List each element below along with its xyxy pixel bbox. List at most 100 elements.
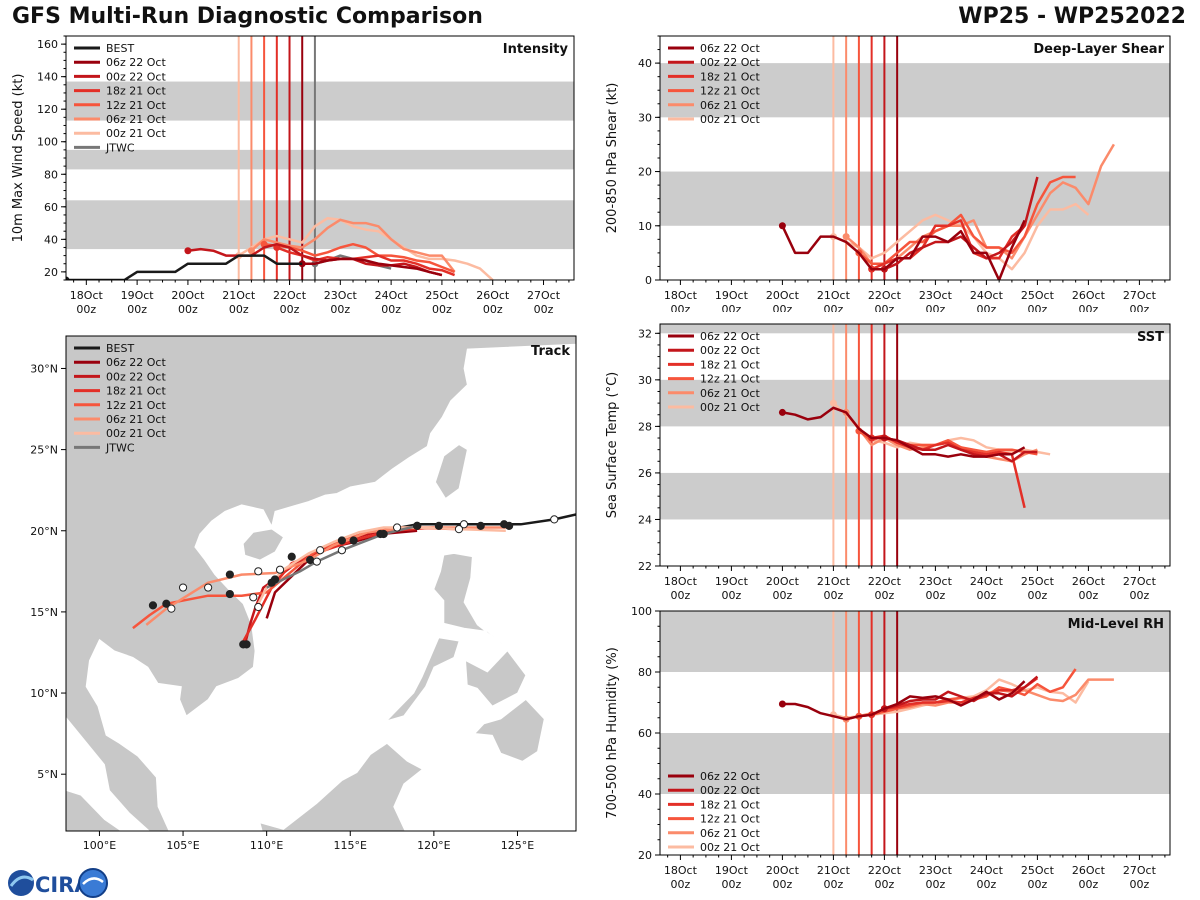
rh-series-06z-22-oct xyxy=(782,680,1026,721)
rh-series-12z-21-oct xyxy=(858,668,1077,718)
track-point-18z-21-oct xyxy=(239,640,248,649)
rh-xtick-label-date: 25Oct xyxy=(1021,864,1055,877)
track-xtick-label: 110°E xyxy=(250,839,283,852)
track-legend-label-06z-21-oct: 06z 21 Oct xyxy=(106,413,166,426)
shear-xtick-label-date: 25Oct xyxy=(1021,289,1055,302)
rh-xtick-label-hour: 00z xyxy=(926,878,946,891)
cira-swirl-icon xyxy=(9,875,34,887)
sst-xtick-label-date: 27Oct xyxy=(1123,575,1157,588)
shear-legend-label-12z-21-oct: 12z 21 Oct xyxy=(700,85,760,98)
shear-series-12z-21-oct xyxy=(858,175,1076,265)
shear-xtick-label-hour: 00z xyxy=(875,303,895,312)
rh-ytick-label: 60 xyxy=(638,727,652,740)
sst-xtick-label-hour: 00z xyxy=(773,589,793,602)
track-series-best xyxy=(400,513,576,529)
sst-frame xyxy=(659,323,1171,567)
rh-title: Mid-Level RH xyxy=(1068,617,1164,632)
track-ytick-label: 10°N xyxy=(30,687,58,700)
track-point-jtwc xyxy=(379,529,388,539)
intensity-series-12z-21-oct xyxy=(263,242,456,274)
track-point-00z-22-oct xyxy=(337,536,347,545)
land-sumatra-malaya xyxy=(66,789,122,831)
track-point-06z-21-oct xyxy=(254,567,263,576)
rh-xtick-label-date: 26Oct xyxy=(1072,864,1106,877)
track-legend-label-00z-21-oct: 00z 21 Oct xyxy=(106,427,166,440)
track-point-jtwc xyxy=(312,557,321,566)
rh-xtick-label-date: 23Oct xyxy=(919,864,953,877)
rh-xtick-label-hour: 00z xyxy=(1028,878,1048,891)
shear-ylabel: 200-850 hPa Shear (kt) xyxy=(605,83,620,234)
sst-series-06z-22-oct xyxy=(782,406,1026,458)
intensity-xtick-label-hour: 00z xyxy=(381,303,401,316)
rh-legend-label-00z-21-oct: 00z 21 Oct xyxy=(700,841,760,854)
sst-series-start-00z-21-oct xyxy=(829,399,837,407)
track-point-06z-22-oct xyxy=(306,555,315,565)
intensity-series-start-06z-22-oct xyxy=(298,260,306,268)
intensity-ylabel: 10m Max Wind Speed (kt) xyxy=(11,74,26,243)
shear-xtick-label-date: 18Oct xyxy=(664,289,698,302)
sst-xtick-label-date: 23Oct xyxy=(919,575,953,588)
shear-band-0 xyxy=(660,171,1170,226)
intensity-series-best xyxy=(66,254,303,280)
track-point-12z-21-oct xyxy=(225,589,234,599)
intensity-legend-label-00z-22-oct: 00z 22 Oct xyxy=(106,70,166,83)
sst-chart: 22242628303218Oct00z19Oct00z20Oct00z21Oc… xyxy=(605,323,1171,602)
intensity-series-start-00z-22-oct xyxy=(184,247,192,255)
sst-xtick-label-date: 26Oct xyxy=(1072,575,1106,588)
shear-xtick-label-hour: 00z xyxy=(1079,303,1099,312)
shear-series-06z-22-oct xyxy=(781,219,1026,280)
sst-title: SST xyxy=(1137,330,1164,345)
rh-xtick-label-date: 18Oct xyxy=(664,864,698,877)
shear-xtick-label-date: 20Oct xyxy=(766,289,800,302)
rh-xtick-label-date: 22Oct xyxy=(868,864,902,877)
track-xtick-label: 105°E xyxy=(166,839,199,852)
sst-ytick-label: 24 xyxy=(638,513,652,526)
sst-ytick-label: 32 xyxy=(638,327,652,340)
intensity-xtick-label-hour: 00z xyxy=(229,303,249,316)
track-point-00z-21-oct xyxy=(316,546,325,555)
rh-ytick-label: 40 xyxy=(638,788,652,801)
land-taiwan xyxy=(435,444,468,499)
shear-xtick-label-date: 21Oct xyxy=(817,289,851,302)
intensity-ytick-label: 60 xyxy=(44,201,58,214)
shear-xtick-label-hour: 00z xyxy=(722,303,742,312)
track-point-00z-21-oct xyxy=(254,602,263,612)
shear-xtick-label-date: 23Oct xyxy=(919,289,953,302)
intensity-xtick-label-date: 25Oct xyxy=(425,289,459,302)
shear-xtick-label-hour: 00z xyxy=(977,303,997,312)
shear-ytick-label: 30 xyxy=(638,111,652,124)
intensity-xtick-label-date: 22Oct xyxy=(273,289,307,302)
sst-xtick-label-hour: 00z xyxy=(824,589,844,602)
land-visayas xyxy=(465,650,527,707)
track-legend-label-best: BEST xyxy=(106,342,134,355)
track-title: Track xyxy=(531,344,570,359)
track-point-06z-21-oct xyxy=(204,583,213,592)
sst-legend-label-06z-21-oct: 06z 21 Oct xyxy=(700,387,760,400)
sst-legend-label-00z-21-oct: 00z 21 Oct xyxy=(700,401,760,414)
sst-ylabel: Sea Surface Temp (°C) xyxy=(605,372,620,519)
sst-legend-label-00z-22-oct: 00z 22 Oct xyxy=(700,344,760,357)
track-ytick-label: 15°N xyxy=(30,606,58,619)
shear-series-start-06z-21-oct xyxy=(842,233,850,241)
intensity-xtick-label-hour: 00z xyxy=(330,303,350,316)
sst-xtick-label-hour: 00z xyxy=(1079,589,1099,602)
shear-legend-label-00z-21-oct: 00z 21 Oct xyxy=(700,113,760,126)
intensity-xtick-label-hour: 00z xyxy=(76,303,96,316)
rh-ytick-label: 80 xyxy=(638,666,652,679)
intensity-title: Intensity xyxy=(503,42,569,57)
intensity-legend-label-jtwc: JTWC xyxy=(105,141,135,154)
shear-xtick-label-hour: 00z xyxy=(773,303,793,312)
track-xtick-label: 125°E xyxy=(501,839,534,852)
intensity-xtick-label-date: 19Oct xyxy=(121,289,155,302)
intensity-xtick-label-date: 26Oct xyxy=(476,289,510,302)
rh-xtick-label-date: 27Oct xyxy=(1123,864,1157,877)
intensity-xtick-label-date: 20Oct xyxy=(171,289,205,302)
shear-ytick-label: 20 xyxy=(638,166,652,179)
shear-ytick-label: 0 xyxy=(645,274,652,287)
track-legend-label-12z-21-oct: 12z 21 Oct xyxy=(106,399,166,412)
sst-xtick-label-hour: 00z xyxy=(1130,589,1150,602)
intensity-xtick-label-hour: 00z xyxy=(280,303,300,316)
shear-xtick-label-hour: 00z xyxy=(926,303,946,312)
intensity-band-1 xyxy=(66,149,574,170)
intensity-xtick-label-hour: 00z xyxy=(483,303,503,316)
